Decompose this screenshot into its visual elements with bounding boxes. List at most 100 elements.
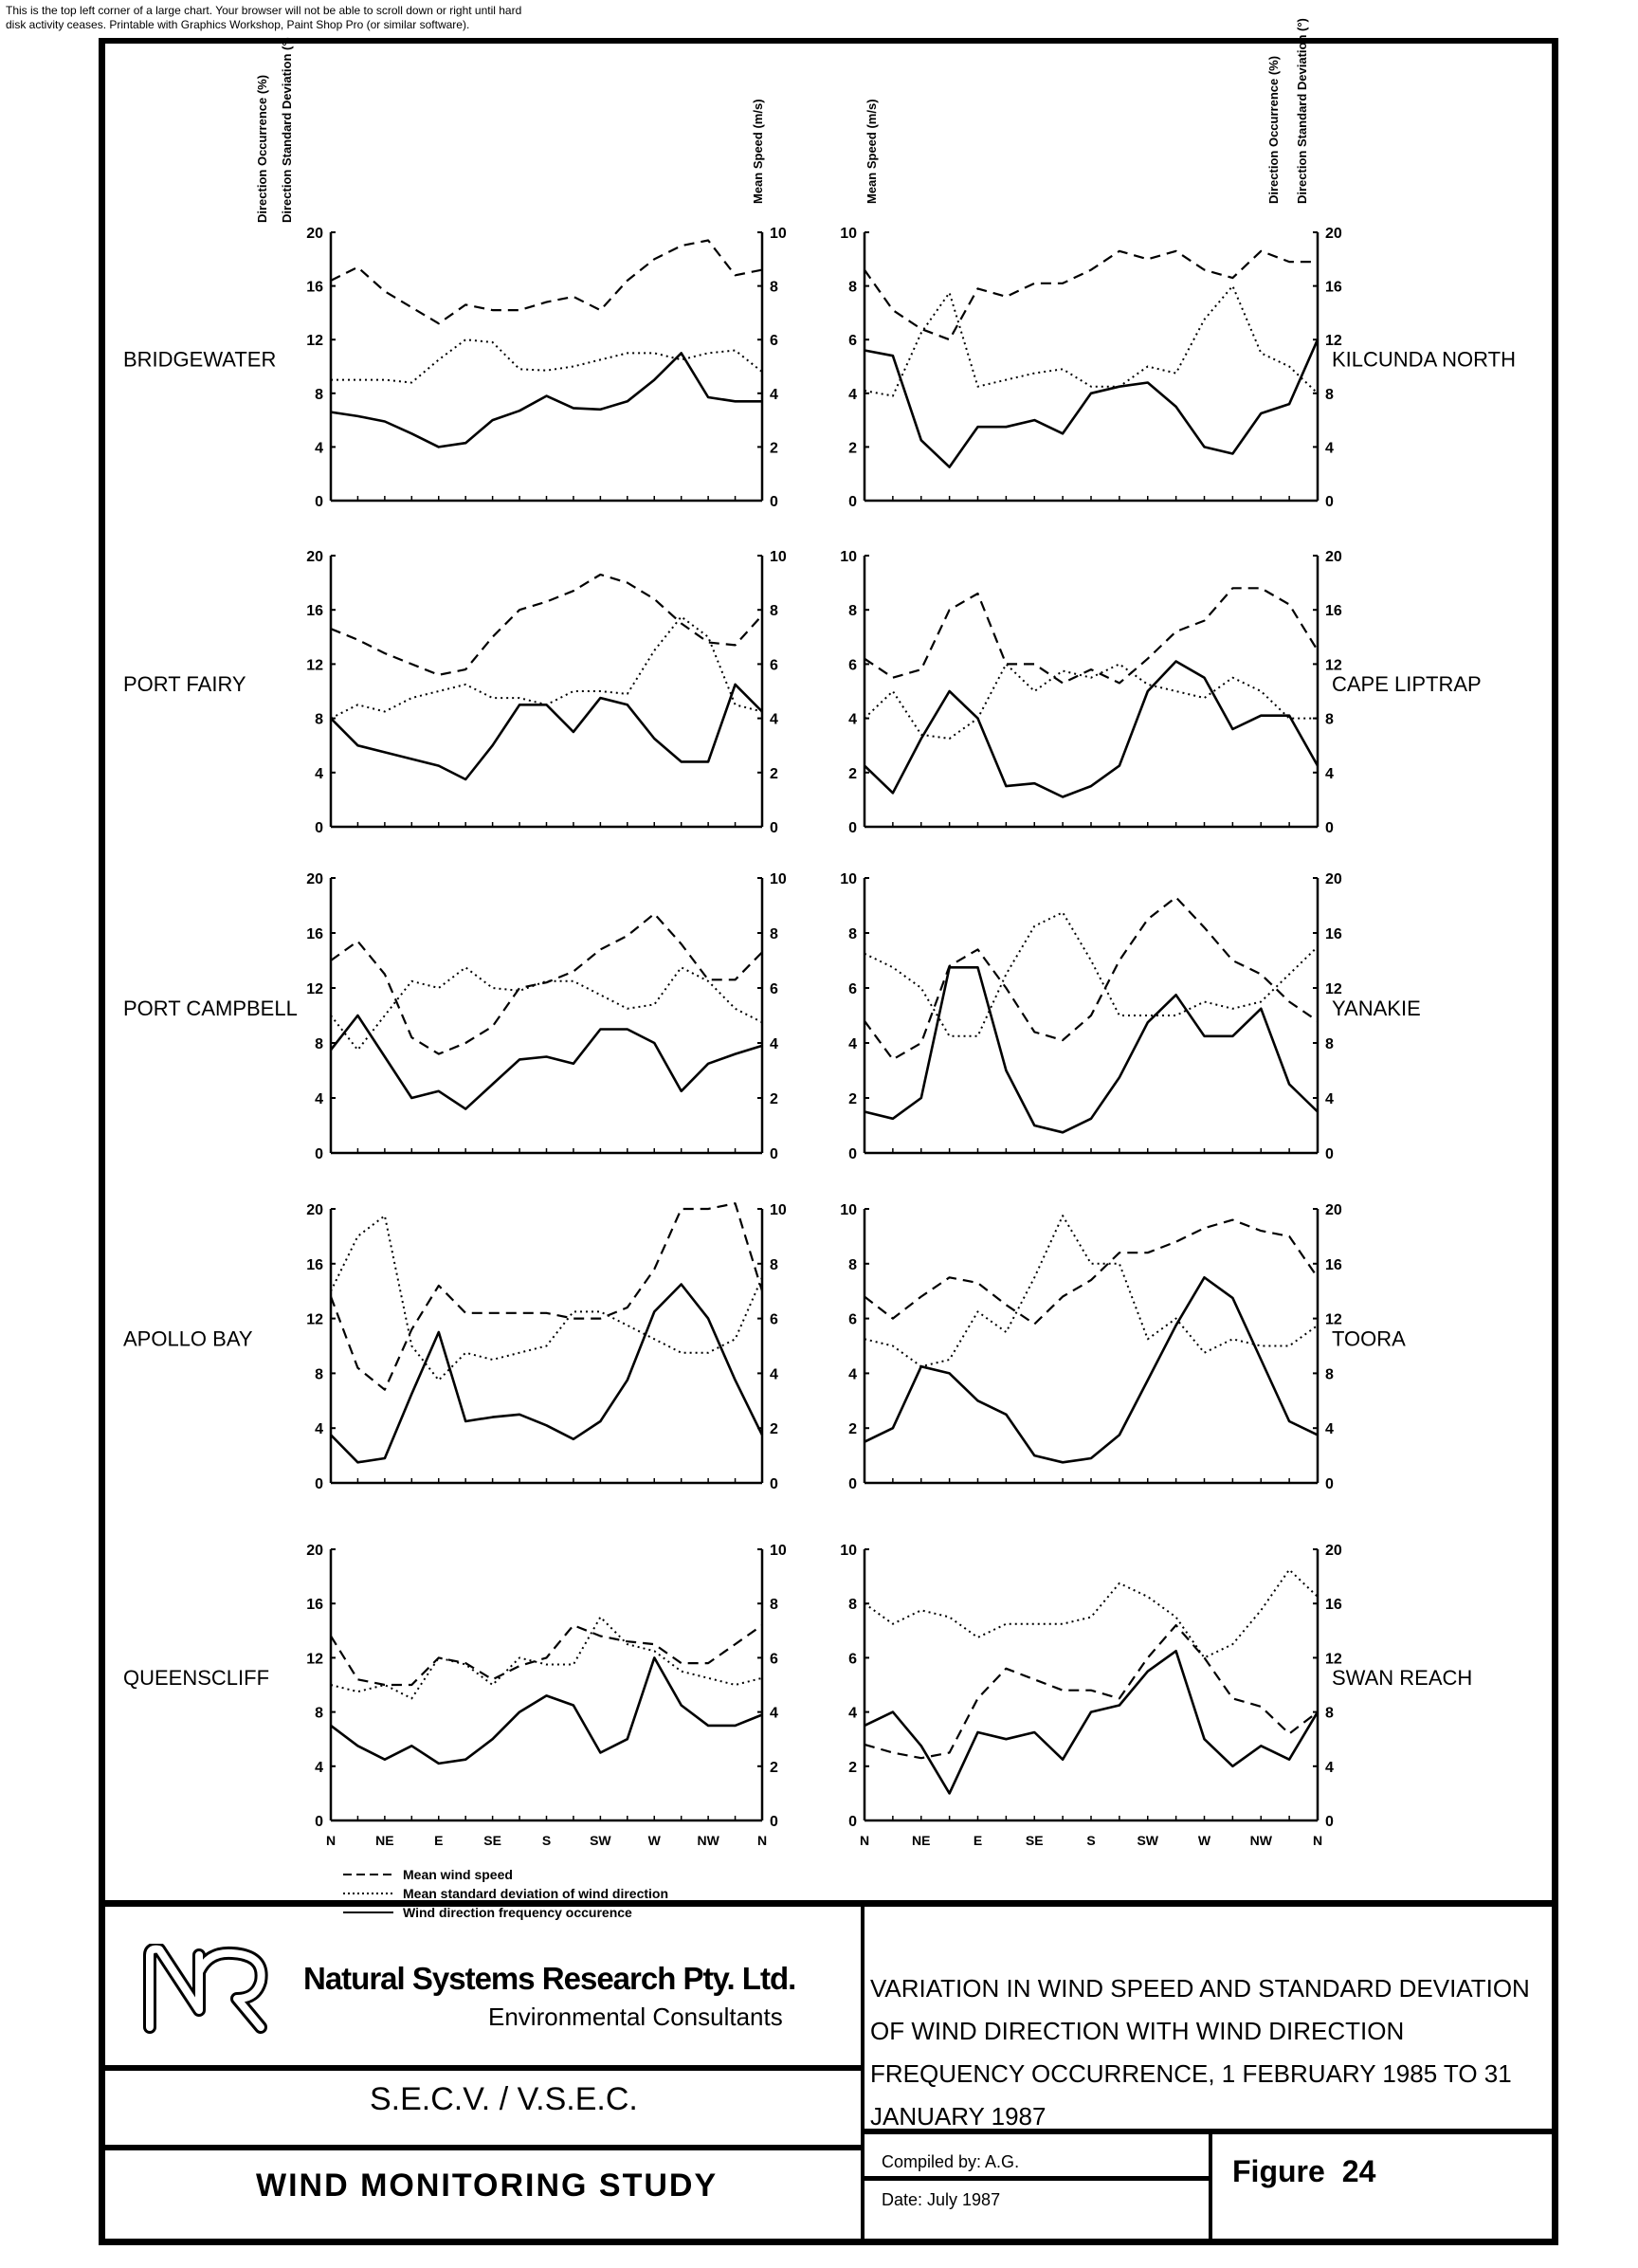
figure-number: 24 — [1341, 2154, 1376, 2188]
legend: Mean wind speed Mean standard deviation o… — [343, 1867, 668, 1920]
y-tick-label: 4 — [848, 1036, 857, 1052]
y-tick-label: 4 — [770, 712, 778, 728]
x-tick-label: SE — [1026, 1833, 1044, 1848]
axis-title: Mean Speed (m/s) — [751, 99, 765, 204]
y-tick-label: 4 — [1325, 1421, 1334, 1437]
y-tick-label: 4 — [848, 1366, 857, 1382]
nsr-logo — [143, 1944, 268, 2034]
y-tick-label: 2 — [848, 1421, 857, 1437]
y-tick-label: 10 — [840, 871, 857, 887]
title-block-divider-top — [99, 1900, 1558, 1907]
y-tick-label: 0 — [770, 494, 778, 510]
y-tick-label: 0 — [315, 1146, 323, 1162]
series-std-dev-line — [330, 1616, 763, 1700]
title-block-divider-4 — [861, 2176, 1211, 2181]
y-tick-label: 6 — [770, 657, 778, 673]
y-tick-label: 8 — [770, 603, 778, 619]
y-tick-label: 12 — [1325, 981, 1342, 997]
header-note: This is the top left corner of a large c… — [6, 4, 522, 31]
x-tick-label: N — [860, 1833, 869, 1848]
axis-title: Direction Occurrence (%) — [1266, 56, 1281, 204]
figure-label: Figure 24 — [1232, 2154, 1375, 2189]
series-occurrence-line — [330, 1283, 764, 1464]
x-tick-label: SW — [1137, 1833, 1158, 1848]
station-label: PORT FAIRY — [123, 672, 246, 696]
series-speed-line — [864, 1218, 1319, 1326]
y-tick-label: 4 — [315, 440, 323, 456]
y-tick-label: 20 — [1325, 226, 1342, 242]
title-block-divider-2 — [99, 2145, 863, 2150]
station-chart: 0 4 8 12 16 20 0 2 4 6 8 10 PORT FAIRY — [123, 549, 787, 836]
y-tick-label: 20 — [306, 871, 323, 887]
series-speed-line — [864, 896, 1319, 1061]
y-tick-label: 0 — [1325, 494, 1334, 510]
y-tick-label: 16 — [1325, 603, 1342, 619]
y-tick-label: 6 — [770, 1651, 778, 1667]
x-tick-label: E — [974, 1833, 982, 1848]
y-tick-label: 8 — [770, 926, 778, 942]
y-tick-label: 16 — [1325, 1597, 1342, 1613]
y-tick-label: 20 — [306, 1543, 323, 1559]
station-label: QUEENSCLIFF — [123, 1666, 269, 1690]
legend-label: Mean wind speed — [403, 1867, 513, 1882]
y-tick-label: 6 — [770, 333, 778, 349]
y-tick-label: 0 — [1325, 820, 1334, 836]
x-tick-label: SW — [590, 1833, 611, 1848]
y-tick-label: 20 — [306, 226, 323, 242]
company-subtitle: Environmental Consultants — [488, 2003, 783, 2031]
y-tick-label: 6 — [848, 1651, 857, 1667]
y-tick-label: 8 — [770, 280, 778, 296]
y-tick-label: 12 — [306, 1651, 323, 1667]
y-tick-label: 10 — [840, 1543, 857, 1559]
x-tick-label: N — [1313, 1833, 1322, 1848]
axis-title: Mean Speed (m/s) — [864, 99, 879, 204]
series-speed-line — [864, 1623, 1319, 1760]
y-tick-label: 10 — [770, 549, 787, 565]
series-occurrence-line — [864, 1650, 1320, 1795]
study-name: WIND MONITORING STUDY — [256, 2167, 719, 2204]
series-speed-line — [329, 1202, 764, 1391]
y-tick-label: 20 — [306, 549, 323, 565]
series-speed-line — [864, 249, 1318, 341]
series-speed-line — [330, 239, 763, 325]
y-tick-label: 2 — [770, 766, 778, 782]
station-label: YANAKIE — [1332, 997, 1421, 1020]
y-tick-label: 4 — [770, 1706, 778, 1722]
y-tick-label: 2 — [770, 1421, 778, 1437]
y-tick-label: 16 — [1325, 926, 1342, 942]
x-tick-label: S — [1086, 1833, 1095, 1848]
y-tick-label: 16 — [1325, 1257, 1342, 1273]
y-tick-label: 8 — [1325, 1036, 1334, 1052]
y-tick-label: 20 — [1325, 1202, 1342, 1218]
y-tick-label: 0 — [770, 1476, 778, 1492]
x-tick-label: SE — [483, 1833, 501, 1848]
y-tick-label: 0 — [770, 1814, 778, 1830]
y-tick-label: 2 — [770, 440, 778, 456]
y-tick-label: 4 — [848, 1706, 857, 1722]
y-tick-label: 2 — [848, 766, 857, 782]
y-tick-label: 0 — [848, 820, 857, 836]
y-tick-label: 0 — [848, 1476, 857, 1492]
compiled-by: Compiled by: A.G. — [882, 2152, 1020, 2171]
x-tick-label: S — [542, 1833, 551, 1848]
axis-title: Direction Standard Deviation (°) — [1295, 18, 1309, 204]
y-tick-label: 8 — [1325, 712, 1334, 728]
y-tick-label: 6 — [770, 981, 778, 997]
y-tick-label: 12 — [306, 657, 323, 673]
y-tick-label: 8 — [848, 926, 857, 942]
x-tick-label: NE — [375, 1833, 393, 1848]
legend-label: Wind direction frequency occurence — [403, 1905, 632, 1920]
client-name: S.E.C.V. / V.S.E.C. — [370, 2081, 638, 2117]
y-tick-label: 8 — [315, 712, 323, 728]
y-tick-label: 0 — [315, 820, 323, 836]
y-tick-label: 8 — [1325, 1706, 1334, 1722]
y-tick-label: 0 — [315, 1476, 323, 1492]
y-tick-label: 4 — [770, 1036, 778, 1052]
series-std-dev-line — [331, 338, 763, 384]
station-chart: 0 4 8 12 16 20 0 2 4 6 8 10 BRIDGEWATER Direction Occ… — [123, 37, 787, 510]
y-tick-label: 10 — [770, 871, 787, 887]
y-tick-label: 8 — [315, 1036, 323, 1052]
figure-word: Figure — [1232, 2154, 1325, 2188]
series-speed-line — [330, 573, 763, 676]
